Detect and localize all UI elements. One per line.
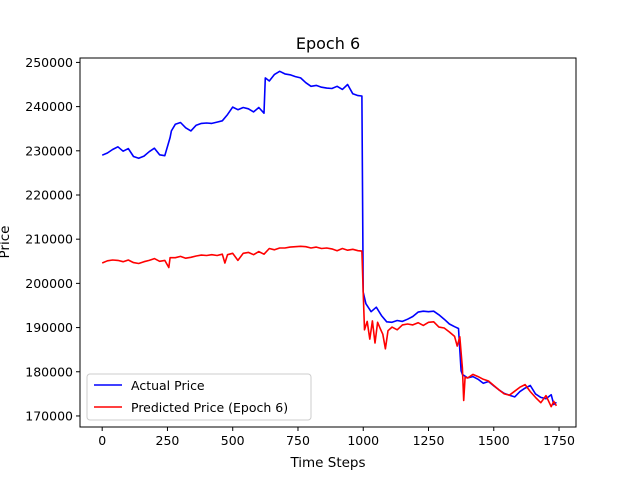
legend-label-predicted: Predicted Price (Epoch 6) <box>131 400 288 415</box>
legend-label-actual: Actual Price <box>131 378 205 393</box>
series-line-actual-price <box>101 70 557 406</box>
y-tick-label: 190000 <box>25 320 73 335</box>
series-layer <box>101 70 558 408</box>
y-tick-label: 240000 <box>25 99 73 114</box>
x-tick-label: 1500 <box>478 433 510 448</box>
legend: Actual Price Predicted Price (Epoch 6) <box>86 373 312 421</box>
x-tick-label: 1000 <box>347 433 379 448</box>
x-tick-label: 250 <box>156 433 180 448</box>
legend-box <box>86 373 312 421</box>
y-tick-label: 170000 <box>25 408 73 423</box>
chart-title: Epoch 6 <box>296 34 360 53</box>
y-tick-label: 220000 <box>25 187 73 202</box>
y-tick-label: 230000 <box>25 143 73 158</box>
plot-area <box>80 58 576 427</box>
y-tick-label: 250000 <box>25 55 73 70</box>
plot-frame <box>79 57 577 428</box>
x-tick-label: 1250 <box>413 433 445 448</box>
x-axis-title: Time Steps <box>289 455 365 471</box>
x-tick-label: 0 <box>98 433 106 448</box>
y-tick-label: 200000 <box>25 276 73 291</box>
axis-layer: 0 250 500 750 1000 1250 1500 1750 170000 180000 19… <box>25 55 575 448</box>
y-tick-label: 210000 <box>25 232 73 247</box>
y-axis-title: Price <box>0 226 13 259</box>
x-tick-label: 500 <box>221 433 245 448</box>
x-tick-label: 1750 <box>543 433 575 448</box>
x-tick-label: 750 <box>286 433 310 448</box>
series-line-predicted-price <box>101 245 558 408</box>
y-tick-label: 180000 <box>25 364 73 379</box>
